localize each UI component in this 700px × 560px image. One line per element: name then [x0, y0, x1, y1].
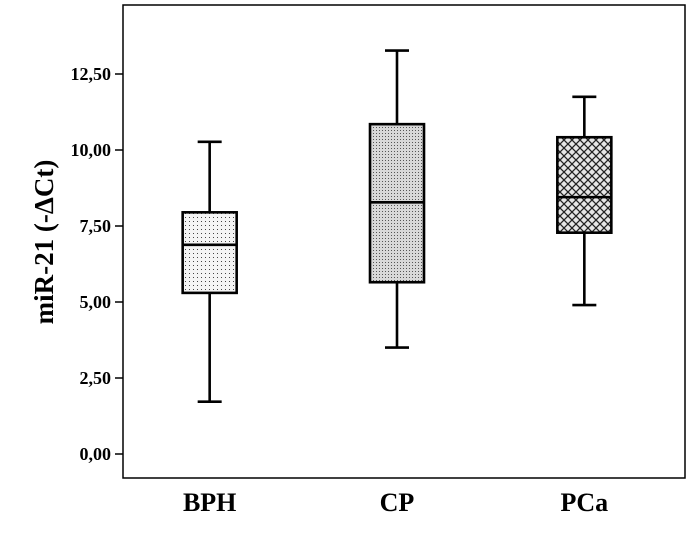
box-cp [368, 49, 426, 349]
box-series [181, 49, 613, 404]
y-tick-label: 0,00 [80, 444, 112, 464]
plot-frame [122, 4, 686, 479]
box-pca [556, 95, 613, 307]
y-tick-label: 2,50 [80, 368, 112, 388]
box-bph [181, 140, 238, 404]
x-category-label: BPH [183, 488, 236, 517]
y-axis-title: miR-21 (-ΔCt) [29, 160, 59, 325]
y-tick-label: 7,50 [80, 216, 112, 236]
y-tick-label: 10,00 [71, 140, 112, 160]
x-axis-labels: BPH CP PCa [183, 488, 608, 517]
y-axis-ticks: 0,00 2,50 5,00 7,50 10,00 12,50 [71, 64, 123, 464]
y-tick-label: 5,00 [80, 292, 112, 312]
iqr-box [556, 135, 613, 234]
iqr-box [181, 211, 238, 295]
x-category-label: PCa [560, 488, 608, 517]
x-category-label: CP [380, 488, 415, 517]
y-tick-label: 12,50 [71, 64, 112, 84]
